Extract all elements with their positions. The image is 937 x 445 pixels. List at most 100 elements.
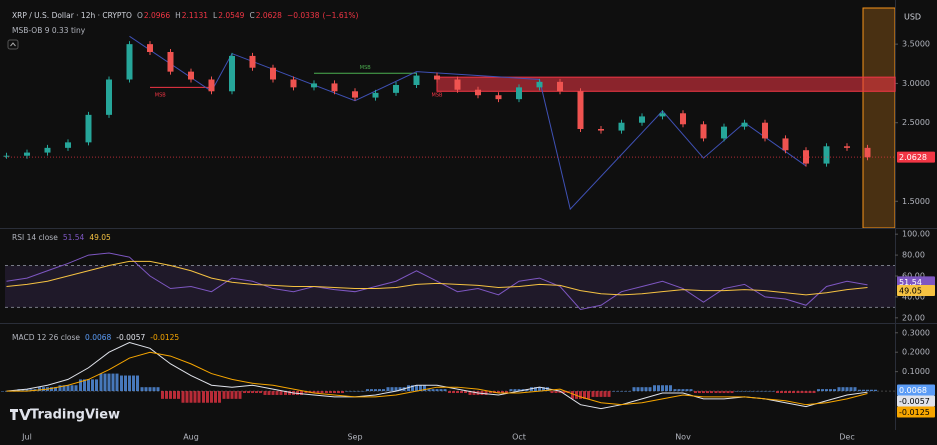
y-tick-label: 3.5000 [902,40,930,49]
histogram-bar [858,389,861,392]
histogram-bar [767,391,771,392]
histogram-bar [251,391,254,394]
histogram-bar [234,391,238,399]
candle [495,95,502,100]
collapse-button[interactable] [7,39,19,50]
histogram-bar [681,389,685,392]
y-tick-label: 100.00 [902,230,930,239]
histogram-bar [419,385,422,392]
candle [229,55,235,92]
annotation: MSB [155,93,166,99]
value-box [897,384,935,396]
histogram-bar [694,391,697,394]
histogram-bar [661,385,664,392]
histogram-bar [230,391,234,399]
histogram-bar [124,375,127,392]
candle [3,155,10,157]
value-box [897,284,935,296]
histogram-bar [472,391,476,395]
histogram-bar [460,391,463,394]
histogram-bar [452,391,455,394]
histogram-bar [189,391,193,403]
highlight-region [862,7,896,229]
histogram-bar [866,389,869,392]
histogram-bar [591,391,595,397]
header: XRP / U.S. Dollar · 12h · CRYPTO O2.0966 H… [12,11,359,20]
histogram-bar [739,391,742,392]
histogram-bar [349,391,353,392]
header-part: MACD 12 26 close [12,333,80,342]
value-box-label: 2.0628 [899,153,927,162]
candle [782,138,789,151]
candle [290,79,297,88]
histogram-bar [538,387,541,392]
histogram-bar [825,389,828,392]
candle [659,113,666,117]
histogram-bar [50,387,53,392]
candle [393,85,399,93]
value-box-label: 0.0068 [899,386,927,395]
header: MACD 12 26 close 0.0068 -0.0057 -0.0125 [12,333,179,342]
histogram-bar [616,391,619,392]
x-tick-label: Dec [839,433,854,442]
histogram-bar [312,391,316,394]
histogram-bar [456,391,459,394]
histogram-bar [837,387,841,392]
histogram-bar [812,391,816,394]
candle [372,92,379,98]
histogram-bar [214,391,217,403]
histogram-bar [468,391,472,395]
candle [352,91,358,98]
header-part: O [137,11,143,20]
histogram-bar [743,391,746,392]
histogram-bar [665,385,668,392]
histogram-bar [386,387,390,392]
histogram-bar [435,389,439,392]
histogram-bar [366,389,369,392]
histogram-bar [115,373,119,392]
histogram-bar [722,391,726,394]
candle [126,44,133,80]
histogram-bar [91,379,94,392]
histogram-bar [378,389,381,392]
histogram-bar [640,387,644,392]
histogram-bar [374,389,377,392]
histogram-bar [304,391,308,394]
header-part: C [249,11,254,20]
histogram-bar [648,387,652,392]
candle [536,81,543,88]
y-tick-label: 0.2000 [902,348,930,357]
histogram-bar [571,391,574,399]
histogram-bar [423,385,426,392]
histogram-bar [288,391,291,395]
y-tick-label: 1.5000 [902,197,930,206]
candle [85,114,92,143]
histogram-bar [329,391,332,394]
histogram-bar [390,387,394,392]
value-box-label: 51.54 [899,278,922,287]
header-part: 2.0549 [218,11,244,20]
histogram-bar [759,391,763,392]
y-tick-label: 3.0000 [902,79,930,88]
x-tick-label: Aug [183,433,199,442]
histogram-bar [255,391,258,394]
histogram-bar [407,385,410,392]
histogram-bar [788,391,791,394]
histogram-bar [279,391,283,395]
histogram-bar [448,391,451,394]
header-part: -0.0057 [116,333,145,342]
histogram-bar [603,391,607,397]
histogram-bar [653,385,656,392]
histogram-bar [238,391,242,399]
histogram-bar [54,387,57,392]
histogram-bar [730,391,734,394]
value-box-label: -0.0057 [899,397,930,406]
histogram-bar [599,391,603,397]
value-box-label: 49.05 [899,286,922,295]
histogram-bar [99,373,103,392]
histogram-bar [325,391,328,394]
histogram-bar [74,385,78,392]
histogram-bar [505,391,508,394]
histogram-bar [817,389,820,392]
